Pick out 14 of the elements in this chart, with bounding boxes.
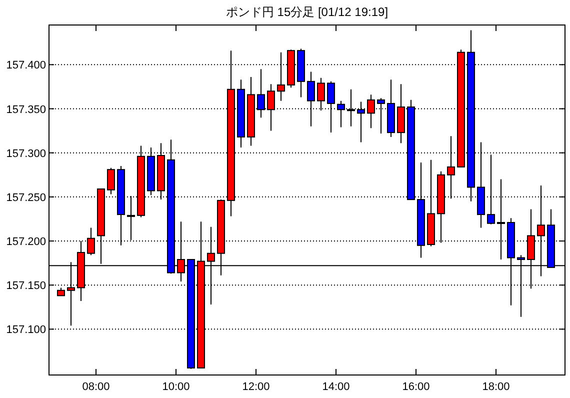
y-tick-label: 157.200: [6, 236, 46, 248]
x-tick-label: 08:00: [82, 381, 110, 393]
y-tick-label: 157.150: [6, 280, 46, 292]
y-tick-label: 157.300: [6, 148, 46, 160]
y-tick-label: 157.250: [6, 192, 46, 204]
chart-title: ポンド円 15分足 [01/12 19:19]: [226, 5, 388, 19]
x-tick-label: 14:00: [322, 381, 350, 393]
y-tick-label: 157.350: [6, 104, 46, 116]
y-tick-label: 157.400: [6, 60, 46, 72]
x-tick-label: 12:00: [242, 381, 270, 393]
x-tick-label: 10:00: [162, 381, 190, 393]
x-tick-label: 18:00: [482, 381, 510, 393]
y-tick-label: 157.100: [6, 324, 46, 336]
x-tick-label: 16:00: [402, 381, 430, 393]
